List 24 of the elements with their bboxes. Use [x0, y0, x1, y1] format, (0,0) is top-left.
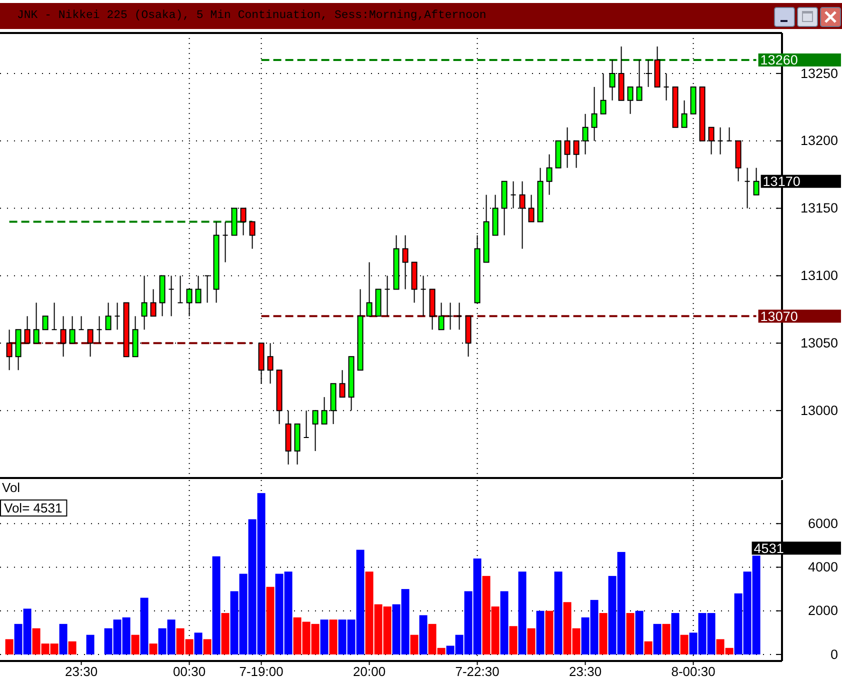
x-tick-label: 23:30 [65, 664, 98, 680]
y-tick-label: 2000 [808, 603, 838, 618]
y-tick-label: 6000 [808, 516, 838, 531]
y-tick-label: 13150 [800, 200, 838, 216]
data-label: 13260 [760, 52, 798, 68]
x-tick-label: 00:30 [173, 664, 206, 680]
x-tick-label: 7-19:00 [239, 664, 284, 680]
y-tick-label: 13100 [800, 268, 838, 284]
x-tick-label: 23:30 [569, 664, 602, 680]
annotation: Vol= 4531 [4, 500, 62, 516]
chart-title: JNK - Nikkei 225 (Osaka), 5 Min Continuation, Sess:Morning,Afternoon [17, 9, 486, 22]
y-tick-label: 13250 [800, 66, 838, 81]
text: 13170 [762, 174, 800, 190]
x-tick-label: 20:00 [353, 664, 386, 680]
y-tick-label: 0 [830, 646, 838, 662]
x-tick-label: 8-00:30 [671, 664, 716, 680]
y-tick-label: 13000 [800, 402, 838, 418]
y-tick-label: 4000 [808, 560, 838, 575]
data-label: 13070 [760, 308, 798, 324]
x-tick-label: 7-22:30 [455, 664, 500, 680]
y-tick-label: 13050 [800, 335, 838, 350]
chart-title: Vol [2, 480, 20, 495]
data-label: 4531 [754, 540, 784, 556]
y-tick-label: 13200 [800, 133, 838, 148]
